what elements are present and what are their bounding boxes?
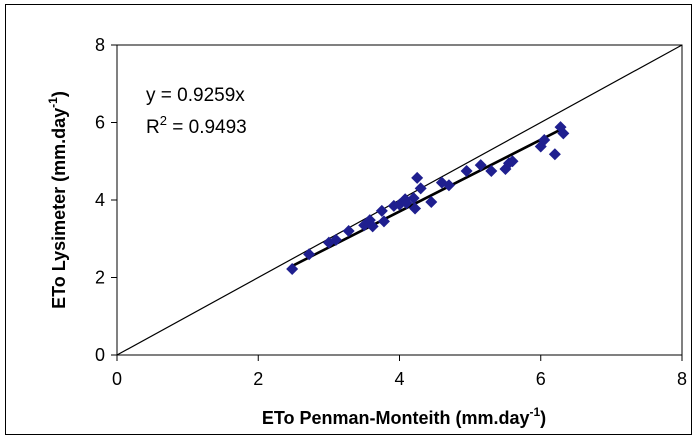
chart-frame — [5, 4, 692, 435]
x-tick-label: 2 — [253, 369, 263, 389]
y-tick-label: 2 — [95, 268, 105, 288]
data-point — [329, 233, 342, 246]
r-squared-label: R2 = 0.9493 — [146, 113, 247, 138]
data-point — [375, 204, 388, 217]
y-tick-label: 6 — [95, 113, 105, 133]
data-point — [460, 164, 473, 177]
x-axis-ticks: 0 2 4 6 8 — [112, 355, 687, 389]
data-point — [506, 155, 519, 168]
data-point — [400, 197, 413, 210]
data-point — [407, 192, 420, 205]
x-axis-title: ETo Penman-Monteith (mm.day-1) — [262, 405, 546, 428]
regression-equation: y = 0.9259x — [146, 85, 245, 106]
data-point — [303, 248, 316, 261]
y-axis-ticks: 0 2 4 6 8 — [95, 35, 117, 365]
data-point — [377, 215, 390, 228]
y-axis-title: ETo Lysimeter (mm.day-1) — [46, 91, 69, 309]
data-point — [409, 202, 422, 215]
x-tick-label: 0 — [112, 369, 122, 389]
data-point — [548, 148, 561, 161]
data-point — [557, 127, 570, 140]
y-tick-label: 0 — [95, 345, 105, 365]
regression-line — [292, 127, 563, 267]
data-point — [474, 159, 487, 172]
data-point — [425, 195, 438, 208]
x-tick-label: 8 — [677, 369, 687, 389]
data-point — [411, 171, 424, 184]
data-point — [414, 182, 427, 195]
y-tick-label: 4 — [95, 190, 105, 210]
data-point — [538, 133, 551, 146]
y-tick-label: 8 — [95, 35, 105, 55]
x-tick-label: 4 — [394, 369, 404, 389]
data-points — [286, 121, 570, 275]
data-point — [366, 220, 379, 233]
data-point — [442, 179, 455, 192]
data-point — [286, 262, 299, 275]
data-point — [485, 164, 498, 177]
data-point — [342, 225, 355, 237]
x-tick-label: 6 — [536, 369, 546, 389]
